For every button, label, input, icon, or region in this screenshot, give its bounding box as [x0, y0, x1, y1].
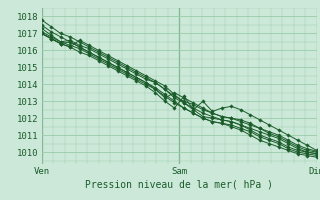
- X-axis label: Pression niveau de la mer( hPa ): Pression niveau de la mer( hPa ): [85, 180, 273, 190]
